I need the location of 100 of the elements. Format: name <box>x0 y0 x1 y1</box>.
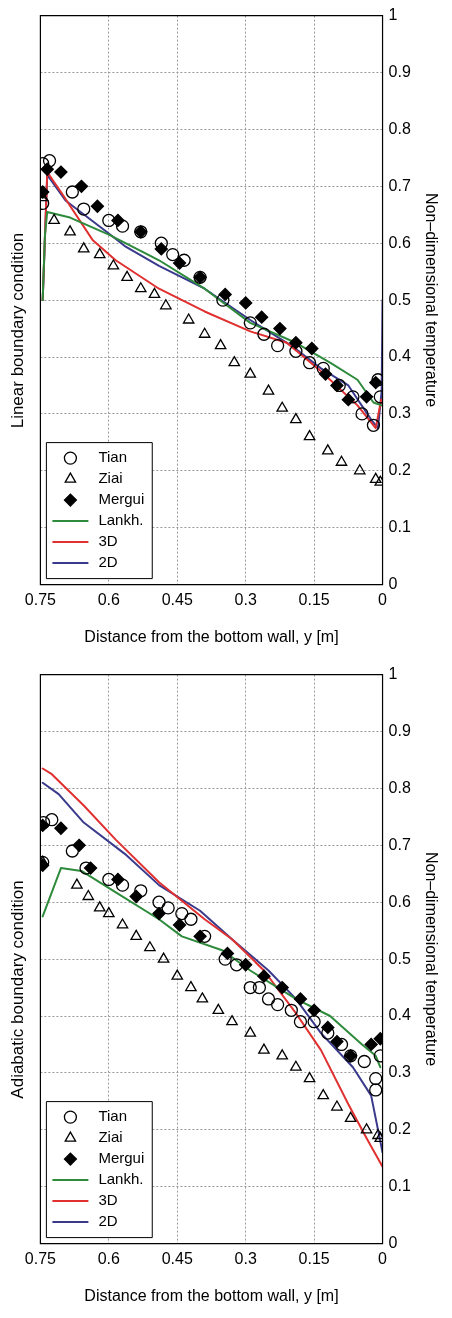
point <box>48 213 60 225</box>
point <box>184 912 198 926</box>
point <box>130 929 143 940</box>
x-tick-label: 0.15 <box>298 1249 330 1267</box>
y-tick-label: 0.4 <box>388 347 411 365</box>
point <box>290 412 302 424</box>
point <box>366 418 381 432</box>
legend-label: 2D <box>98 1212 118 1230</box>
legend-label: Lankh. <box>98 1170 144 1188</box>
point <box>166 247 180 262</box>
point <box>290 1060 302 1071</box>
point <box>216 293 230 307</box>
point <box>102 872 116 887</box>
point <box>302 356 317 370</box>
point <box>255 310 269 324</box>
y-tick-label: 0.5 <box>388 949 411 967</box>
point <box>364 1037 378 1052</box>
point <box>154 236 168 250</box>
point <box>212 1003 225 1014</box>
point <box>214 338 227 350</box>
legend-label: Ziai <box>98 1128 123 1146</box>
point <box>90 199 105 213</box>
x-tick-label: 0.3 <box>234 590 257 608</box>
point <box>344 1111 357 1123</box>
point <box>185 980 197 992</box>
x-axis-title: Distance from the bottom wall, y [m] <box>84 1286 339 1304</box>
point <box>244 367 257 378</box>
point <box>115 219 130 233</box>
y-tick-label: 0.7 <box>388 176 411 194</box>
y-tick-label: 0.2 <box>388 461 411 479</box>
y-tick-label: 0.5 <box>388 290 411 308</box>
point <box>74 179 89 193</box>
text: Adiabatic boundary condition <box>7 880 27 1099</box>
point <box>175 906 189 921</box>
point <box>261 992 276 1006</box>
point <box>303 1071 316 1083</box>
y-tick-label: 0.8 <box>388 119 411 137</box>
point <box>244 1026 257 1037</box>
point <box>252 980 267 995</box>
point <box>262 384 275 395</box>
legend-label: Mergui <box>98 490 145 508</box>
point <box>289 344 303 358</box>
point <box>321 444 334 455</box>
y-tick-label: 0.3 <box>388 1063 411 1081</box>
point <box>134 884 148 898</box>
point <box>316 361 330 376</box>
point <box>273 321 287 336</box>
point <box>239 296 253 310</box>
point <box>171 969 184 980</box>
y-tick-label: 0.2 <box>388 1120 411 1138</box>
y-tick-label: 0.1 <box>388 518 411 536</box>
y-tick-label: 0.9 <box>388 62 411 80</box>
point <box>307 1003 321 1017</box>
point <box>82 889 95 901</box>
x-tick-label: 0.75 <box>24 1249 57 1267</box>
point <box>102 213 116 228</box>
point <box>369 472 382 483</box>
point <box>229 958 244 972</box>
point <box>335 455 348 466</box>
point <box>160 299 172 310</box>
point <box>182 313 195 324</box>
y-axis-title: Non–dimensional temperature <box>422 192 440 408</box>
point <box>177 253 191 267</box>
point <box>144 941 156 952</box>
point <box>243 980 257 995</box>
point <box>226 1015 238 1026</box>
legend-label: 2D <box>98 553 118 571</box>
point <box>54 165 68 179</box>
point <box>359 390 374 404</box>
point <box>172 918 187 932</box>
point <box>45 813 59 827</box>
legend-label: Ziai <box>98 469 123 487</box>
point <box>353 464 366 475</box>
point <box>64 225 76 236</box>
point <box>121 270 133 281</box>
point <box>276 401 289 412</box>
point <box>357 1054 371 1069</box>
point <box>102 906 115 918</box>
point <box>65 844 79 858</box>
point <box>239 958 253 972</box>
point <box>243 316 257 330</box>
x-axis-title: Distance from the bottom wall, y [m] <box>84 627 339 645</box>
point <box>303 430 316 441</box>
point <box>93 247 106 259</box>
y-tick-label: 0.1 <box>388 1177 411 1195</box>
point <box>258 1043 270 1054</box>
point <box>284 1003 298 1017</box>
point <box>134 282 147 293</box>
point <box>334 1037 349 1052</box>
y-tick-label: 0.6 <box>388 892 411 910</box>
x-tick-label: 0.75 <box>24 590 57 608</box>
point <box>360 1123 373 1134</box>
point <box>331 1100 343 1111</box>
y-tick-label: 0.6 <box>388 233 411 251</box>
point <box>257 327 271 341</box>
point <box>276 1049 289 1060</box>
point <box>293 1015 308 1029</box>
point <box>270 338 285 353</box>
y-tick-label: 0.9 <box>388 721 411 739</box>
point <box>157 952 170 963</box>
